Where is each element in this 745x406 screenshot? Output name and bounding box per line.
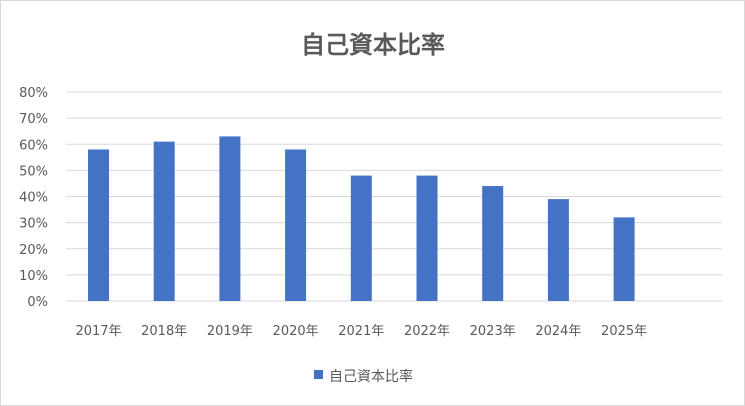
bar — [153, 141, 175, 301]
y-tick-label: 50% — [19, 164, 48, 179]
y-tick-label: 30% — [19, 217, 48, 232]
x-tick-label: 2020年 — [273, 324, 319, 339]
x-tick-label: 2023年 — [470, 324, 516, 339]
bars — [88, 136, 635, 301]
x-tick-label: 2022年 — [404, 324, 450, 339]
y-tick-label: 40% — [19, 191, 48, 206]
bar — [482, 186, 504, 301]
chart-title: 自己資本比率 — [301, 31, 445, 59]
bar — [88, 149, 109, 301]
legend: 自己資本比率 — [314, 368, 413, 385]
bar — [350, 175, 372, 301]
legend-swatch — [314, 370, 323, 379]
bar — [613, 217, 635, 301]
x-axis-ticks: 2017年 2018年 2019年 2020年 2021年 2022年 2023年 2024年… — [75, 324, 647, 339]
y-tick-label: 0% — [27, 295, 48, 310]
y-tick-label: 20% — [19, 243, 48, 258]
y-tick-label: 60% — [19, 138, 48, 153]
bar — [285, 149, 307, 301]
x-tick-label: 2018年 — [141, 324, 187, 339]
bar — [416, 175, 438, 301]
bar — [219, 136, 241, 301]
x-tick-label: 2025年 — [601, 324, 647, 339]
x-tick-label: 2017年 — [75, 324, 121, 339]
x-tick-label: 2024年 — [535, 324, 581, 339]
y-axis-ticks: 0% 10% 20% 30% 40% 50% 60% 70% 80% — [19, 86, 48, 310]
gridlines — [66, 91, 722, 302]
y-tick-label: 80% — [19, 86, 48, 101]
bar — [547, 199, 569, 301]
x-tick-label: 2019年 — [207, 324, 253, 339]
legend-label: 自己資本比率 — [329, 368, 413, 385]
y-tick-label: 70% — [19, 112, 48, 127]
x-tick-label: 2021年 — [338, 324, 384, 339]
y-tick-label: 10% — [19, 269, 48, 284]
